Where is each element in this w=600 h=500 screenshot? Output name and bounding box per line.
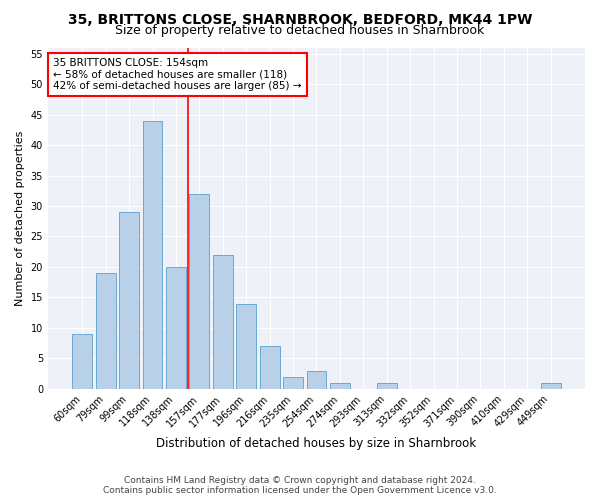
Bar (143, 120, 163, 389)
Bar (260, 346, 280, 389)
Bar (73, 334, 92, 389)
Bar (96, 273, 116, 389)
Bar (307, 370, 326, 389)
Bar (236, 304, 256, 389)
Text: 35 BRITTONS CLOSE: 154sqm
← 58% of detached houses are smaller (118)
42% of semi: 35 BRITTONS CLOSE: 154sqm ← 58% of detac… (53, 58, 302, 91)
Bar (377, 383, 397, 389)
Text: 35, BRITTONS CLOSE, SHARNBROOK, BEDFORD, MK44 1PW: 35, BRITTONS CLOSE, SHARNBROOK, BEDFORD,… (68, 12, 532, 26)
Bar (330, 383, 350, 389)
Y-axis label: Number of detached properties: Number of detached properties (15, 130, 25, 306)
Bar (541, 383, 560, 389)
X-axis label: Distribution of detached houses by size in Sharnbrook: Distribution of detached houses by size … (157, 437, 476, 450)
Bar (213, 255, 233, 389)
Text: Size of property relative to detached houses in Sharnbrook: Size of property relative to detached ho… (115, 24, 485, 37)
Text: Contains HM Land Registry data © Crown copyright and database right 2024.
Contai: Contains HM Land Registry data © Crown c… (103, 476, 497, 495)
Bar (190, 194, 209, 389)
Bar (283, 376, 303, 389)
Bar (166, 267, 186, 389)
Bar (119, 212, 139, 389)
